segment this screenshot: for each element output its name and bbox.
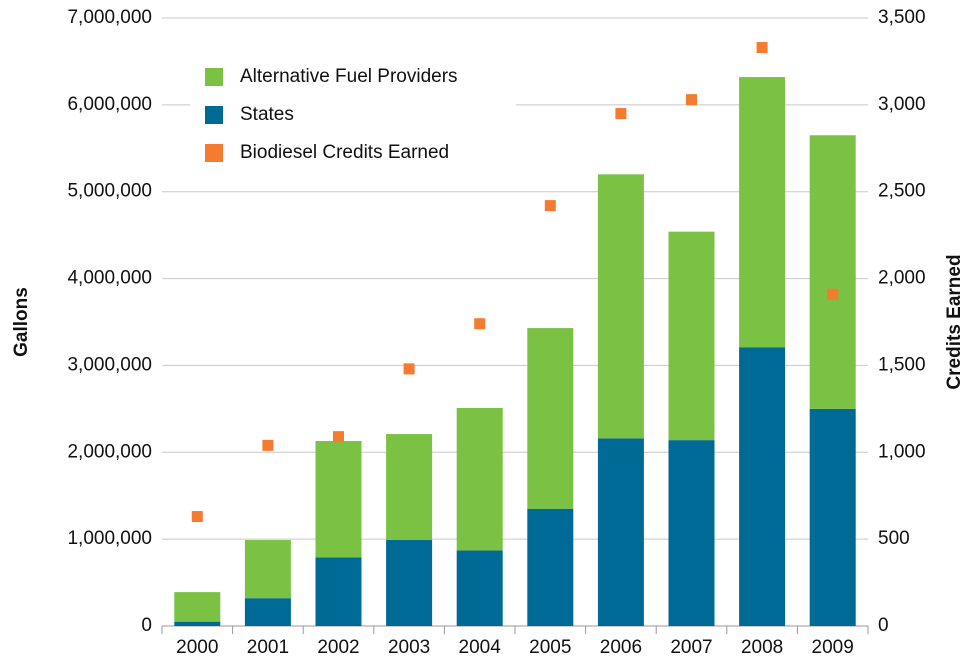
- bar-segment: [597, 438, 644, 626]
- y-tick-label: 0: [141, 615, 152, 636]
- y-tick-label: 4,000,000: [67, 268, 152, 289]
- x-tick-label: 2003: [388, 637, 430, 658]
- y-tick-label: 5,000,000: [67, 181, 152, 202]
- y2-tick-label: 2,000: [878, 268, 926, 289]
- bar-segment: [739, 347, 786, 626]
- y-tick-label: 3,000,000: [67, 354, 152, 375]
- x-tick-label: 2000: [176, 637, 218, 658]
- x-tick-label: 2005: [529, 637, 571, 658]
- bar-segment: [527, 328, 574, 509]
- bar-segment: [809, 408, 856, 626]
- scatter-point: [403, 363, 415, 375]
- x-tick-label: 2001: [247, 637, 289, 658]
- y2-tick-label: 3,500: [878, 7, 926, 28]
- x-tick-label: 2006: [600, 637, 642, 658]
- y-axis-title: Gallons: [11, 287, 32, 357]
- legend-marker: [205, 106, 223, 124]
- scatter-point: [756, 42, 768, 54]
- y-tick-label: 1,000,000: [67, 528, 152, 549]
- legend-label: States: [240, 104, 294, 125]
- bar-segment: [386, 540, 433, 626]
- legend-marker: [205, 144, 223, 162]
- scatter-point: [474, 318, 486, 330]
- x-tick-label: 2002: [317, 637, 359, 658]
- bar-segment: [315, 440, 362, 558]
- bar-segment: [315, 557, 362, 626]
- y2-tick-label: 1,000: [878, 441, 926, 462]
- bar-segment: [597, 174, 644, 439]
- legend-box: [190, 55, 516, 173]
- scatter-point: [544, 200, 556, 212]
- x-tick-label: 2007: [670, 637, 712, 658]
- bar-segment: [456, 407, 503, 551]
- bar-segment: [244, 598, 291, 626]
- legend-label: Biodiesel Credits Earned: [240, 142, 449, 163]
- scatter-point: [191, 511, 203, 523]
- y2-tick-label: 500: [878, 528, 910, 549]
- y2-tick-label: 0: [878, 615, 889, 636]
- y-tick-label: 7,000,000: [67, 7, 152, 28]
- x-tick-label: 2009: [812, 637, 854, 658]
- bar-segment: [668, 440, 715, 626]
- bar-segment: [527, 508, 574, 626]
- x-tick-label: 2004: [459, 637, 502, 658]
- scatter-point: [686, 94, 697, 106]
- bar-segment: [668, 231, 715, 441]
- y-tick-label: 2,000,000: [67, 441, 152, 462]
- x-tick-label: 2008: [741, 637, 783, 658]
- legend-label: Alternative Fuel Providers: [240, 66, 458, 87]
- bar-segment: [244, 540, 291, 599]
- bar-segment: [739, 77, 786, 348]
- bar-segment: [456, 550, 503, 626]
- bar-segment: [174, 592, 221, 622]
- bar-segment: [174, 621, 221, 626]
- bar-segment: [386, 434, 433, 541]
- legend-marker: [205, 68, 223, 86]
- scatter-point: [615, 108, 627, 120]
- scatter-point: [262, 439, 274, 451]
- y2-tick-label: 3,000: [878, 94, 926, 115]
- scatter-point: [333, 431, 344, 443]
- scatter-point: [827, 288, 839, 300]
- y2-tick-label: 1,500: [878, 354, 926, 375]
- y2-tick-label: 2,500: [878, 181, 926, 202]
- y2-axis-title: Credits Earned: [944, 254, 965, 389]
- y-tick-label: 6,000,000: [67, 94, 152, 115]
- bar-segment: [809, 135, 856, 409]
